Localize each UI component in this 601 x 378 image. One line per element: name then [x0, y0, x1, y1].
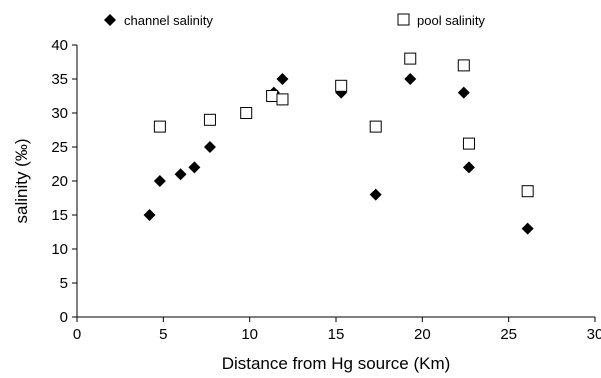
pool-salinity-point	[369, 120, 382, 133]
x-tick-label: 25	[500, 326, 517, 343]
pool-salinity-point	[266, 90, 279, 102]
channel-salinity-point	[457, 86, 470, 99]
pool-salinity-point	[276, 93, 289, 106]
channel-salinity-point	[521, 222, 534, 235]
y-tick-label: 30	[51, 105, 68, 122]
channel-salinity-point	[404, 73, 417, 85]
y-ticks: 0 5 10 15 20 25 30 35 40	[51, 37, 77, 326]
y-tick-label: 25	[51, 139, 68, 156]
x-ticks: 0 5 10 15 20 25 30	[73, 317, 601, 343]
legend-entry-channel: channel salinity	[104, 13, 213, 28]
pool-salinity-point	[521, 185, 534, 198]
pool-salinity-point	[335, 79, 348, 92]
channel-salinity-point	[203, 141, 216, 153]
pool-salinity-point	[203, 113, 216, 126]
x-tick-label: 0	[73, 326, 81, 343]
x-axis-title: Distance from Hg source (Km)	[222, 354, 451, 373]
pool-salinity-point	[240, 107, 253, 119]
x-tick-label: 10	[241, 326, 258, 343]
legend-label-pool: pool salinity	[417, 13, 485, 28]
pool-salinity-point	[153, 120, 166, 133]
legend: channel salinity pool salinity	[104, 13, 485, 28]
channel-salinity-point	[369, 188, 382, 201]
x-tick-label: 30	[587, 326, 601, 343]
x-tick-label: 20	[414, 326, 431, 343]
y-tick-label: 5	[60, 275, 68, 292]
data-points	[143, 52, 534, 235]
y-tick-label: 20	[51, 173, 68, 190]
legend-entry-pool: pool salinity	[397, 13, 485, 28]
channel-salinity-point	[153, 175, 166, 187]
y-tick-label: 0	[60, 309, 68, 326]
y-axis-title: salinity (‰)	[12, 138, 31, 223]
legend-marker-diamond	[104, 14, 116, 26]
pool-salinity-point	[462, 137, 475, 150]
channel-salinity-point	[174, 168, 187, 181]
legend-label-channel: channel salinity	[124, 13, 213, 28]
axes: 0 5 10 15 20 25 30 0 5 10 15 20 25 30 35 40	[51, 37, 601, 343]
channel-salinity-point	[143, 209, 156, 221]
x-tick-label: 15	[328, 326, 345, 343]
pool-salinity-point	[457, 59, 470, 72]
channel-salinity-point	[276, 73, 289, 85]
y-tick-label: 40	[51, 37, 68, 54]
y-tick-label: 15	[51, 207, 68, 224]
y-tick-label: 10	[51, 241, 68, 258]
legend-marker-square	[397, 13, 410, 26]
x-tick-label: 5	[159, 326, 167, 343]
channel-salinity-point	[462, 161, 475, 174]
pool-salinity-point	[404, 52, 417, 65]
channel-salinity-point	[188, 161, 201, 174]
y-tick-label: 35	[51, 71, 68, 88]
